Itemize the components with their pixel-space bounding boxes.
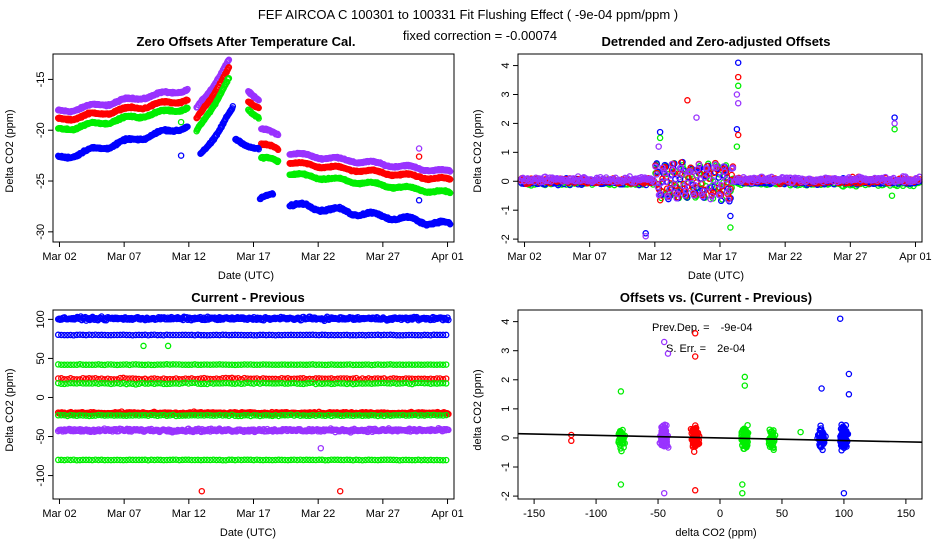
figure-suptitle: FEF AIRCOA C 100301 to 100331 Fit Flushi… xyxy=(258,7,678,22)
data-point xyxy=(177,152,185,159)
y-tick-label: 4 xyxy=(500,63,512,69)
panel-title: Zero Offsets After Temperature Cal. xyxy=(137,34,356,49)
x-tick-label: Apr 01 xyxy=(431,251,463,263)
data-point xyxy=(693,114,700,121)
data-point xyxy=(655,143,662,150)
x-tick-label: Mar 07 xyxy=(107,251,141,263)
data-point xyxy=(734,59,742,66)
data-point xyxy=(223,78,231,86)
x-tick-label: Apr 01 xyxy=(899,251,931,263)
data-point xyxy=(446,176,454,183)
y-axis-label: Delta CO2 (ppm) xyxy=(472,109,484,192)
data-points xyxy=(54,56,454,229)
y-tick-label: -30 xyxy=(35,224,47,240)
x-tick-label: Mar 02 xyxy=(507,251,541,263)
data-point xyxy=(891,125,898,133)
panel-zero-offsets: Zero Offsets After Temperature Cal. Date… xyxy=(4,34,464,282)
data-point xyxy=(891,120,898,127)
x-tick-label: Mar 17 xyxy=(703,251,737,263)
x-tick-label: Mar 22 xyxy=(301,251,335,263)
x-tick-label: Mar 07 xyxy=(573,251,607,263)
data-point xyxy=(888,192,896,199)
y-tick-label: -1 xyxy=(500,205,512,215)
data-point xyxy=(733,143,741,150)
data-point xyxy=(255,104,262,112)
data-point xyxy=(184,96,191,104)
data-point xyxy=(274,131,282,139)
data-point xyxy=(225,75,233,82)
data-point xyxy=(734,99,742,107)
data-point xyxy=(255,96,262,104)
data-point xyxy=(733,125,741,133)
data-point xyxy=(734,73,742,81)
y-tick-label: -20 xyxy=(35,122,47,138)
x-tick-label: Mar 17 xyxy=(236,251,270,263)
panel-detrended-offsets: Detrended and Zero-adjusted Offsets Date… xyxy=(472,34,932,282)
x-axis-label: Date (UTC) xyxy=(220,527,276,539)
data-points xyxy=(54,313,452,495)
data-point xyxy=(177,118,185,126)
data-point xyxy=(727,224,734,231)
panel-title: Detrended and Zero-adjusted Offsets xyxy=(602,34,831,49)
x-tick-label: Mar 27 xyxy=(833,251,867,263)
x-tick-label: Mar 27 xyxy=(366,251,400,263)
data-point xyxy=(727,212,734,220)
data-points xyxy=(517,59,923,240)
figure-subtitle: fixed correction = -0.00074 xyxy=(403,28,557,43)
y-tick-label: 2 xyxy=(500,120,512,126)
panel-title: Current - Previous xyxy=(191,290,304,305)
data-point xyxy=(255,115,262,122)
y-tick-label: 3 xyxy=(500,91,512,97)
y-tick-label: -2 xyxy=(500,234,512,244)
data-point xyxy=(734,82,742,90)
plot-frame xyxy=(517,53,923,243)
data-point xyxy=(684,97,691,104)
data-point xyxy=(225,56,233,64)
data-point xyxy=(415,197,423,204)
x-tick-label: Mar 12 xyxy=(638,251,672,263)
y-tick-label: 0 xyxy=(500,178,512,184)
data-point xyxy=(225,64,233,71)
data-point xyxy=(184,85,191,93)
x-axis-label: Date (UTC) xyxy=(688,270,744,282)
y-tick-label: -25 xyxy=(35,173,47,189)
y-axis-label: Delta CO2 (ppm) xyxy=(4,368,16,451)
data-point xyxy=(733,91,741,98)
data-point xyxy=(656,134,664,142)
data-point xyxy=(274,146,282,154)
data-point xyxy=(415,145,423,152)
y-axis-label: Delta CO2 (ppm) xyxy=(4,109,16,192)
x-axis-label: Date (UTC) xyxy=(218,270,274,282)
data-point xyxy=(891,114,898,121)
data-point xyxy=(734,131,742,139)
data-point xyxy=(415,153,423,160)
data-point xyxy=(656,128,664,136)
data-point xyxy=(274,157,282,165)
x-tick-label: Mar 22 xyxy=(768,251,802,263)
x-tick-label: Mar 02 xyxy=(42,251,76,263)
y-tick-label: 1 xyxy=(500,149,512,155)
data-point xyxy=(184,104,191,112)
y-tick-label: -15 xyxy=(35,71,47,87)
data-point xyxy=(446,168,454,175)
x-tick-label: Mar 12 xyxy=(172,251,206,263)
panel-current-previous: Current - Previous Date (UTC) Delta CO2 … xyxy=(4,290,464,539)
